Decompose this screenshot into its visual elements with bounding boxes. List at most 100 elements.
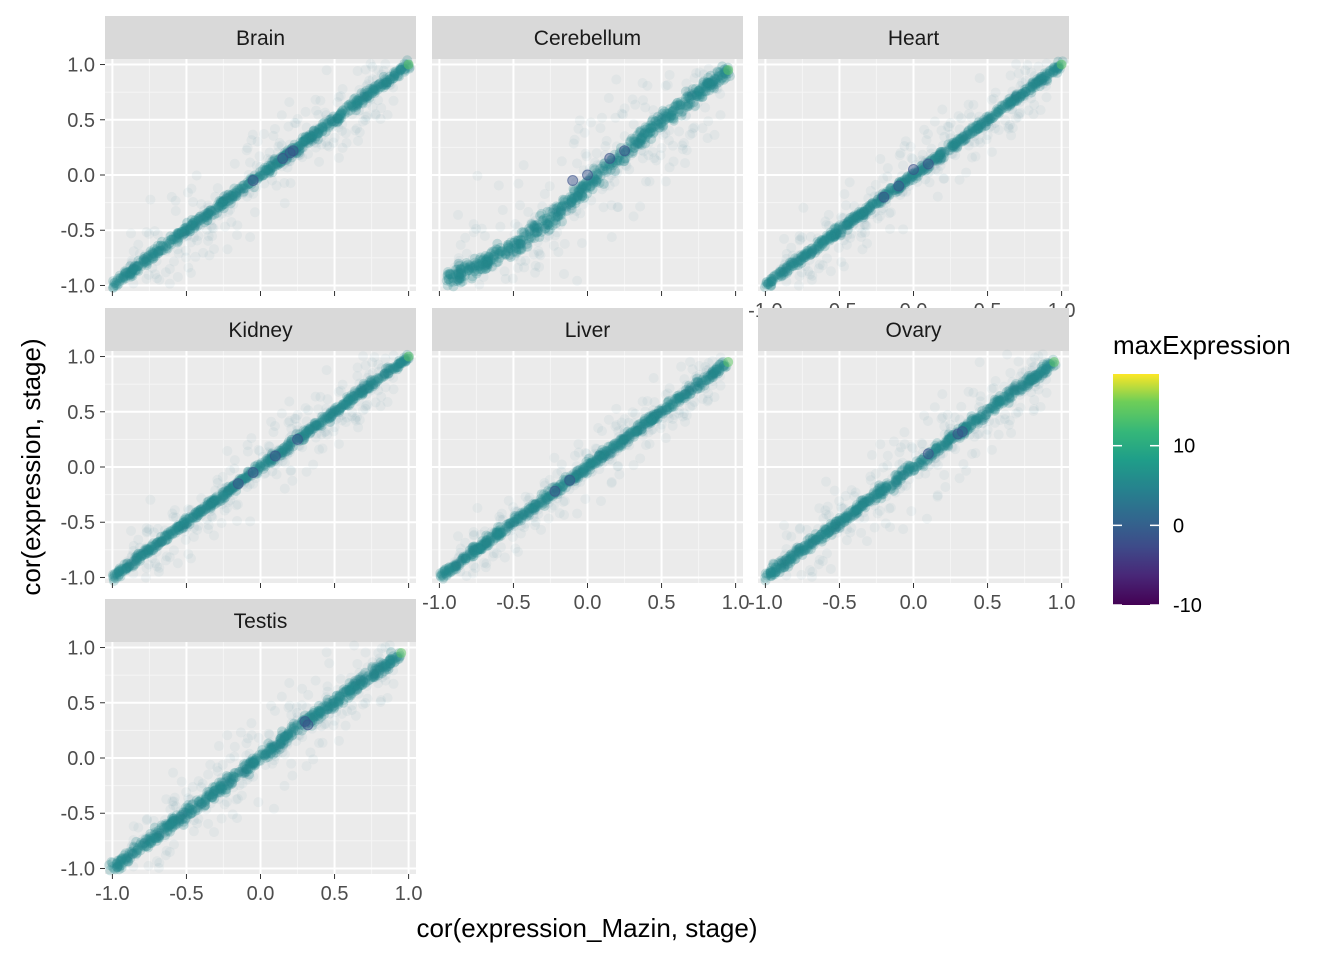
data-point xyxy=(505,251,516,262)
data-point xyxy=(797,232,808,243)
data-point xyxy=(205,205,216,216)
data-point xyxy=(190,251,201,262)
facet-strip xyxy=(432,16,743,59)
data-point xyxy=(497,205,508,216)
data-point xyxy=(122,556,133,567)
data-point xyxy=(442,271,453,282)
data-point xyxy=(967,152,978,163)
data-point xyxy=(700,81,711,92)
data-point xyxy=(307,132,318,143)
data-point xyxy=(141,273,152,284)
data-point xyxy=(244,187,255,198)
data-point xyxy=(306,130,317,141)
data-point xyxy=(206,221,217,232)
data-point xyxy=(138,254,149,265)
data-point xyxy=(705,80,716,91)
data-point xyxy=(666,109,677,120)
data-point xyxy=(322,429,333,440)
data-point xyxy=(468,560,479,571)
data-point xyxy=(168,545,179,556)
data-point xyxy=(556,205,567,216)
data-point xyxy=(515,235,526,246)
data-point xyxy=(356,90,367,101)
data-point xyxy=(226,217,237,228)
data-point xyxy=(261,165,272,176)
data-point xyxy=(599,165,610,176)
data-point xyxy=(367,85,378,96)
data-point xyxy=(221,192,232,203)
data-point xyxy=(271,180,282,191)
data-point xyxy=(336,125,347,136)
data-point xyxy=(690,83,701,94)
data-point xyxy=(553,246,564,257)
data-point xyxy=(346,100,357,111)
data-point xyxy=(193,213,204,224)
data-point xyxy=(150,558,161,569)
data-point xyxy=(179,223,190,234)
data-point xyxy=(455,239,466,250)
data-point xyxy=(334,109,345,120)
data-point xyxy=(193,520,204,531)
data-point xyxy=(369,352,380,363)
data-point xyxy=(132,265,143,276)
data-point xyxy=(307,132,318,143)
data-point xyxy=(380,77,391,88)
data-point xyxy=(128,264,139,275)
data-point xyxy=(298,142,309,153)
data-point xyxy=(653,119,664,130)
data-point xyxy=(474,259,485,270)
data-point xyxy=(471,268,482,279)
data-point xyxy=(692,384,703,395)
data-point xyxy=(499,552,510,563)
data-point xyxy=(217,197,228,208)
data-point xyxy=(493,248,504,259)
data-point xyxy=(352,362,363,373)
data-point xyxy=(314,123,325,134)
data-point xyxy=(324,115,335,126)
data-point xyxy=(178,232,189,243)
data-point xyxy=(603,93,614,104)
data-point xyxy=(265,160,276,171)
data-point xyxy=(541,217,552,228)
data-point xyxy=(661,111,672,122)
data-point xyxy=(466,262,477,273)
data-point xyxy=(188,197,199,208)
data-point xyxy=(145,246,156,257)
data-point xyxy=(572,275,583,286)
data-point xyxy=(337,119,348,130)
data-point xyxy=(290,118,301,129)
data-point xyxy=(643,138,654,149)
data-point xyxy=(138,255,149,266)
data-point xyxy=(627,94,638,105)
data-point xyxy=(348,101,359,112)
data-point xyxy=(455,264,466,275)
data-point xyxy=(861,220,872,231)
data-point xyxy=(384,74,395,85)
data-point xyxy=(907,154,918,165)
data-point xyxy=(128,278,139,289)
data-point xyxy=(161,240,172,251)
data-point xyxy=(253,172,264,183)
data-point xyxy=(173,228,184,239)
data-point xyxy=(333,116,344,127)
data-point xyxy=(190,219,201,230)
data-point xyxy=(448,269,459,280)
data-point xyxy=(378,65,389,76)
data-point xyxy=(566,195,577,206)
data-point xyxy=(235,185,246,196)
data-point xyxy=(290,413,301,424)
data-point xyxy=(709,68,720,79)
data-point xyxy=(455,263,466,274)
data-point xyxy=(161,246,172,257)
facet-strip-label: Ovary xyxy=(885,319,942,342)
data-point xyxy=(381,76,392,87)
data-point xyxy=(329,116,340,127)
data-point xyxy=(359,92,370,103)
data-point xyxy=(227,188,238,199)
data-point xyxy=(351,123,362,134)
data-point xyxy=(595,160,606,171)
data-point xyxy=(276,110,287,121)
data-point xyxy=(805,231,816,242)
data-point xyxy=(195,504,206,515)
data-point xyxy=(124,267,135,278)
